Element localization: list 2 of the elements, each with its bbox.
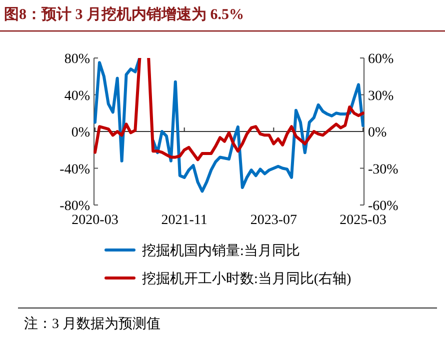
annotation: 注：3 月数据为预测值 (24, 317, 160, 332)
title: 图8：预计 3 月挖机内销增速为 6.5% (4, 7, 244, 23)
